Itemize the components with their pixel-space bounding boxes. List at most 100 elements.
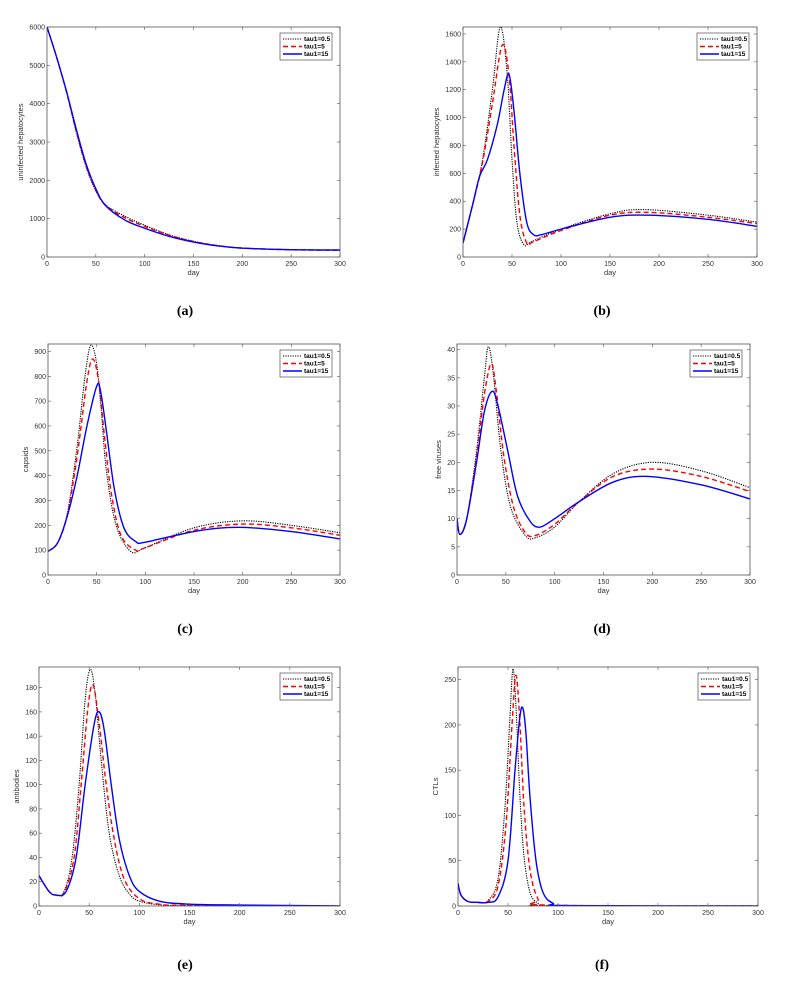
x-tick-label: 250 [695, 579, 707, 586]
legend-entry: tau1=15 [721, 51, 746, 58]
y-tick-label: 160 [25, 709, 37, 716]
x-tick-label: 200 [234, 910, 246, 917]
y-tick-label: 100 [34, 548, 46, 555]
y-tick-label: 10 [447, 516, 455, 523]
x-axis-label: day [187, 268, 199, 277]
x-axis-label: day [188, 586, 200, 595]
y-tick-label: 600 [34, 423, 46, 430]
y-tick-label: 1200 [445, 87, 461, 94]
series-line-dotted [48, 344, 340, 554]
legend-entry: tau1=0.5 [714, 353, 741, 360]
series-line-dashed [457, 363, 750, 538]
x-tick-label: 50 [508, 261, 516, 268]
x-tick-label: 300 [752, 910, 764, 917]
series-line-solid [457, 390, 750, 536]
x-tick-label: 100 [552, 910, 564, 917]
subfigure-label: (f) [595, 958, 609, 973]
x-axis-label: day [183, 917, 195, 926]
y-tick-label: 6000 [29, 25, 45, 32]
y-tick-label: 30 [447, 403, 455, 410]
y-tick-label: 500 [34, 448, 46, 455]
x-tick-label: 100 [133, 910, 145, 917]
y-tick-label: 0 [457, 255, 461, 262]
x-tick-label: 150 [598, 579, 610, 586]
y-tick-label: 200 [444, 722, 456, 729]
legend-entry: tau1=5 [721, 44, 742, 51]
y-tick-label: 4000 [29, 101, 45, 108]
subfigure-label: (b) [593, 304, 611, 319]
y-tick-label: 35 [447, 375, 455, 382]
y-tick-label: 1000 [445, 115, 461, 122]
subfigure-label: (c) [177, 622, 193, 637]
x-tick-label: 0 [456, 910, 460, 917]
y-tick-label: 3000 [29, 140, 45, 147]
x-tick-label: 100 [555, 261, 567, 268]
x-tick-label: 300 [334, 261, 346, 268]
series-line-solid [39, 710, 340, 906]
y-axis-label: antibodies [12, 769, 21, 803]
y-tick-label: 20 [29, 879, 37, 886]
y-tick-label: 400 [449, 199, 461, 206]
x-tick-label: 300 [334, 910, 346, 917]
x-tick-label: 0 [46, 579, 50, 586]
subfigure-label: (a) [176, 304, 194, 319]
y-tick-label: 25 [447, 432, 455, 439]
y-tick-label: 700 [34, 399, 46, 406]
legend-entry: tau1=0.5 [304, 353, 331, 360]
legend-entry: tau1=5 [722, 684, 743, 691]
legend-entry: tau1=0.5 [722, 676, 749, 683]
x-tick-label: 150 [602, 910, 614, 917]
y-tick-label: 120 [25, 758, 37, 765]
x-tick-label: 100 [139, 261, 151, 268]
legend-entry: tau1=5 [304, 44, 325, 51]
series-line-solid [48, 382, 340, 552]
legend-entry: tau1=15 [304, 691, 329, 698]
y-tick-label: 180 [25, 685, 37, 692]
x-tick-label: 0 [461, 261, 465, 268]
x-tick-label: 0 [455, 579, 459, 586]
x-tick-label: 0 [37, 910, 41, 917]
x-axis-label: day [604, 268, 616, 277]
x-tick-label: 0 [45, 261, 49, 268]
y-tick-label: 1600 [445, 31, 461, 38]
x-tick-label: 200 [653, 261, 665, 268]
x-tick-label: 100 [139, 579, 151, 586]
y-tick-label: 400 [34, 473, 46, 480]
legend-entry: tau1=15 [304, 51, 329, 58]
y-tick-label: 2000 [29, 178, 45, 185]
x-tick-label: 300 [744, 579, 756, 586]
x-tick-label: 50 [92, 261, 100, 268]
y-tick-label: 0 [42, 573, 46, 580]
y-tick-label: 0 [41, 255, 45, 262]
legend-entry: tau1=5 [714, 361, 735, 368]
y-tick-label: 0 [452, 904, 456, 911]
x-tick-label: 250 [285, 261, 297, 268]
y-tick-label: 80 [29, 806, 37, 813]
y-axis-label: CTLs [431, 777, 440, 795]
y-tick-label: 800 [34, 374, 46, 381]
y-tick-label: 20 [447, 460, 455, 467]
x-tick-label: 50 [85, 910, 93, 917]
series-line-dashed [48, 358, 340, 552]
x-tick-label: 150 [188, 579, 200, 586]
y-tick-label: 1400 [445, 59, 461, 66]
y-tick-label: 1000 [29, 216, 45, 223]
legend-entry: tau1=15 [722, 691, 747, 698]
x-axis-label: day [597, 586, 609, 595]
series-line-solid [458, 706, 758, 906]
x-tick-label: 250 [284, 910, 296, 917]
y-tick-label: 900 [34, 349, 46, 356]
y-tick-label: 150 [444, 768, 456, 775]
y-tick-label: 50 [448, 858, 456, 865]
x-tick-label: 300 [751, 261, 763, 268]
y-tick-label: 300 [34, 498, 46, 505]
x-tick-label: 200 [646, 579, 658, 586]
legend-entry: tau1=15 [304, 368, 329, 375]
